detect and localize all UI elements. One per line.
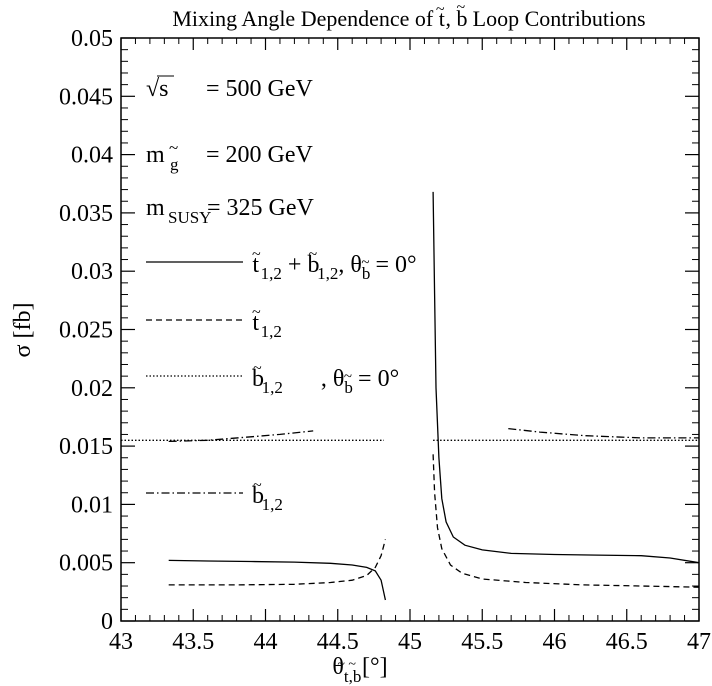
series-dashed-segment-0 bbox=[168, 539, 387, 586]
param-m-gluino-value: = 200 GeV bbox=[206, 142, 314, 168]
param-m-gluino-sub: g bbox=[170, 155, 179, 174]
x-tick-label: 44.5 bbox=[317, 629, 359, 655]
x-tick-label: 46 bbox=[543, 629, 567, 655]
series-solid-segment-1 bbox=[432, 191, 700, 564]
y-tick-label: 0.005 bbox=[59, 551, 113, 577]
y-tick-label: 0 bbox=[101, 609, 113, 635]
x-tick-label: 46.5 bbox=[606, 629, 648, 655]
param-m-susy-value: = 325 GeV bbox=[207, 195, 315, 221]
title-b-tilde: b bbox=[457, 6, 468, 31]
axis-ticks bbox=[120, 37, 700, 622]
y-tick-label: 0.035 bbox=[59, 201, 113, 227]
plot-frame bbox=[120, 37, 700, 622]
params-block: √s = 500 GeV m g ~ = 200 GeV m SUSY = 32… bbox=[146, 75, 315, 227]
x-tick-label: 47 bbox=[687, 629, 711, 655]
legend-label-total: t~1,2 + b~1,2, θb~ = 0° bbox=[252, 246, 417, 283]
title-t-tilde: t bbox=[439, 6, 445, 31]
title-tilde-1: ~ bbox=[436, 1, 445, 18]
series-solid-segment-0 bbox=[168, 559, 387, 601]
legend: t~1,2 + b~1,2, θb~ = 0° t~1,2 b~1,2, θb~… bbox=[146, 246, 417, 514]
param-m-gluino-tilde: ~ bbox=[169, 138, 178, 157]
param-sqrt-s-symbol: √s bbox=[146, 76, 169, 102]
y-axis-label: σ [fb] bbox=[10, 303, 36, 358]
x-tick-label: 44 bbox=[254, 629, 278, 655]
series-group bbox=[121, 191, 700, 601]
y-tick-label: 0.015 bbox=[59, 434, 113, 460]
tick-labels: 43 43.5 44 44.5 45 45.5 46 46.5 47 0 0.005 0.01 0.01… bbox=[59, 26, 711, 655]
legend-label-sbottom: b~1,2 bbox=[252, 477, 283, 514]
y-tick-label: 0.045 bbox=[59, 84, 113, 110]
title-tilde-2: ~ bbox=[457, 0, 466, 16]
x-tick-label: 45.5 bbox=[461, 629, 503, 655]
y-tick-label: 0.02 bbox=[71, 376, 113, 402]
x-tick-label: 43 bbox=[109, 629, 133, 655]
series-dashdot-segment-1 bbox=[508, 427, 699, 439]
y-tick-label: 0.03 bbox=[71, 259, 113, 285]
series-dashed-segment-1 bbox=[432, 454, 700, 588]
param-m-gluino-symbol: m bbox=[146, 142, 165, 168]
legend-label-stop: t~1,2 bbox=[252, 304, 282, 341]
x-tick-label: 43.5 bbox=[172, 629, 214, 655]
param-m-susy-symbol: m bbox=[146, 195, 165, 221]
y-tick-label: 0.01 bbox=[71, 492, 113, 518]
legend-label-sbottom-fixed: b~1,2, θb~ = 0° bbox=[252, 360, 399, 397]
x-tick-label: 45 bbox=[398, 629, 422, 655]
chart-title: Mixing Angle Dependence of t~, b~ Loop C… bbox=[172, 0, 645, 31]
y-tick-label: 0.025 bbox=[59, 318, 113, 344]
x-axis-label: θt,b~ ~ [°] bbox=[332, 654, 387, 686]
param-m-susy-sub: SUSY bbox=[168, 208, 211, 227]
param-sqrt-s-value: = 500 GeV bbox=[206, 76, 314, 102]
y-tick-label: 0.04 bbox=[71, 143, 113, 169]
y-tick-label: 0.05 bbox=[71, 26, 113, 52]
series-dashdot-segment-0 bbox=[168, 430, 314, 443]
